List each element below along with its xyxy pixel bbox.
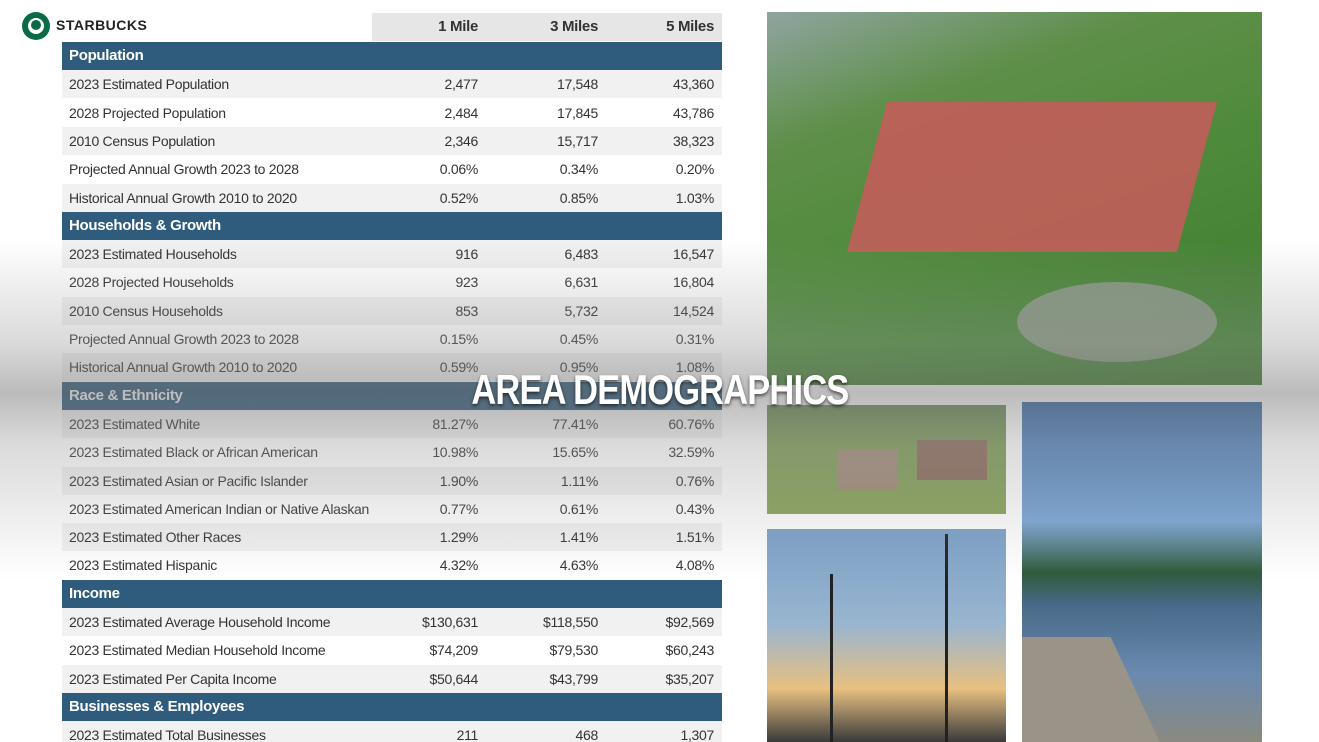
cell-value: 0.34%	[559, 161, 599, 178]
table-row	[62, 721, 722, 742]
cell-value: 17,845	[556, 104, 598, 121]
row-label: 2028 Projected Population	[69, 104, 226, 121]
table-row	[62, 98, 722, 127]
section-header: Population	[62, 42, 722, 70]
column-header: 5 Miles	[666, 18, 714, 35]
table-row	[62, 608, 722, 636]
column-header: 1 Mile	[438, 18, 478, 35]
cell-value: 2,484	[444, 104, 478, 121]
section-title: Income	[69, 584, 120, 602]
section-header: Households & Growth	[62, 211, 722, 240]
table-row	[62, 636, 722, 665]
brand-name: STARBUCKS	[56, 17, 148, 33]
section-header: Income	[62, 579, 722, 608]
cell-value: 17,548	[556, 76, 598, 93]
row-label: Projected Annual Growth 2023 to 2028	[69, 161, 299, 178]
cell-value: 468	[575, 727, 599, 742]
section-header: Businesses & Employees	[62, 692, 722, 721]
section-title: Population	[69, 47, 144, 64]
cell-value: 1.03%	[675, 189, 715, 206]
cell-value: 43,360	[672, 76, 714, 93]
cell-value: $79,530	[549, 642, 598, 659]
cell-value: 2,346	[444, 132, 478, 149]
row-label: 2023 Estimated Total Businesses	[69, 727, 266, 742]
cell-value: $43,799	[549, 670, 598, 687]
row-label: 2023 Estimated Average Household Income	[69, 614, 331, 630]
cell-value: 2,477	[444, 76, 478, 93]
table-row	[62, 183, 722, 212]
row-label: 2023 Estimated Median Household Income	[69, 642, 326, 659]
cell-value: 0.20%	[675, 161, 715, 178]
overlay-title-text: AREA DEMOGRAPHICS	[470, 366, 849, 413]
cell-value: $60,243	[665, 642, 714, 659]
cell-value: 38,323	[672, 132, 714, 149]
brand-logo	[22, 12, 50, 40]
cell-value: $74,209	[429, 642, 478, 659]
table-row	[62, 155, 722, 184]
row-label: 2010 Census Population	[69, 132, 215, 149]
row-label: 2023 Estimated Per Capita Income	[69, 670, 277, 687]
title-band	[0, 240, 1319, 580]
header-bg	[372, 13, 722, 41]
cell-value: 0.52%	[439, 189, 479, 206]
section-title: Households & Growth	[69, 216, 221, 234]
cell-value: $130,631	[422, 614, 478, 630]
overlay-title: AREA DEMOGRAPHICS	[0, 364, 1319, 416]
table-row	[62, 126, 722, 155]
cell-value: 0.06%	[439, 161, 479, 178]
cell-value: $35,207	[665, 670, 714, 687]
cell-value: $118,550	[543, 614, 598, 630]
table-row	[62, 70, 722, 99]
column-header: 3 Miles	[550, 18, 598, 35]
row-label: 2023 Estimated Population	[69, 76, 229, 93]
cell-value: 0.85%	[559, 189, 599, 206]
cell-value: 43,786	[672, 104, 714, 121]
section-title: Businesses & Employees	[69, 697, 245, 715]
row-label: Historical Annual Growth 2010 to 2020	[69, 189, 297, 206]
table-row	[62, 664, 722, 693]
cell-value: 1,307	[680, 727, 714, 742]
cell-value: 15,717	[556, 132, 598, 149]
cell-value: 211	[456, 727, 479, 742]
cell-value: $50,644	[429, 670, 478, 687]
cell-value: $92,569	[665, 614, 714, 630]
